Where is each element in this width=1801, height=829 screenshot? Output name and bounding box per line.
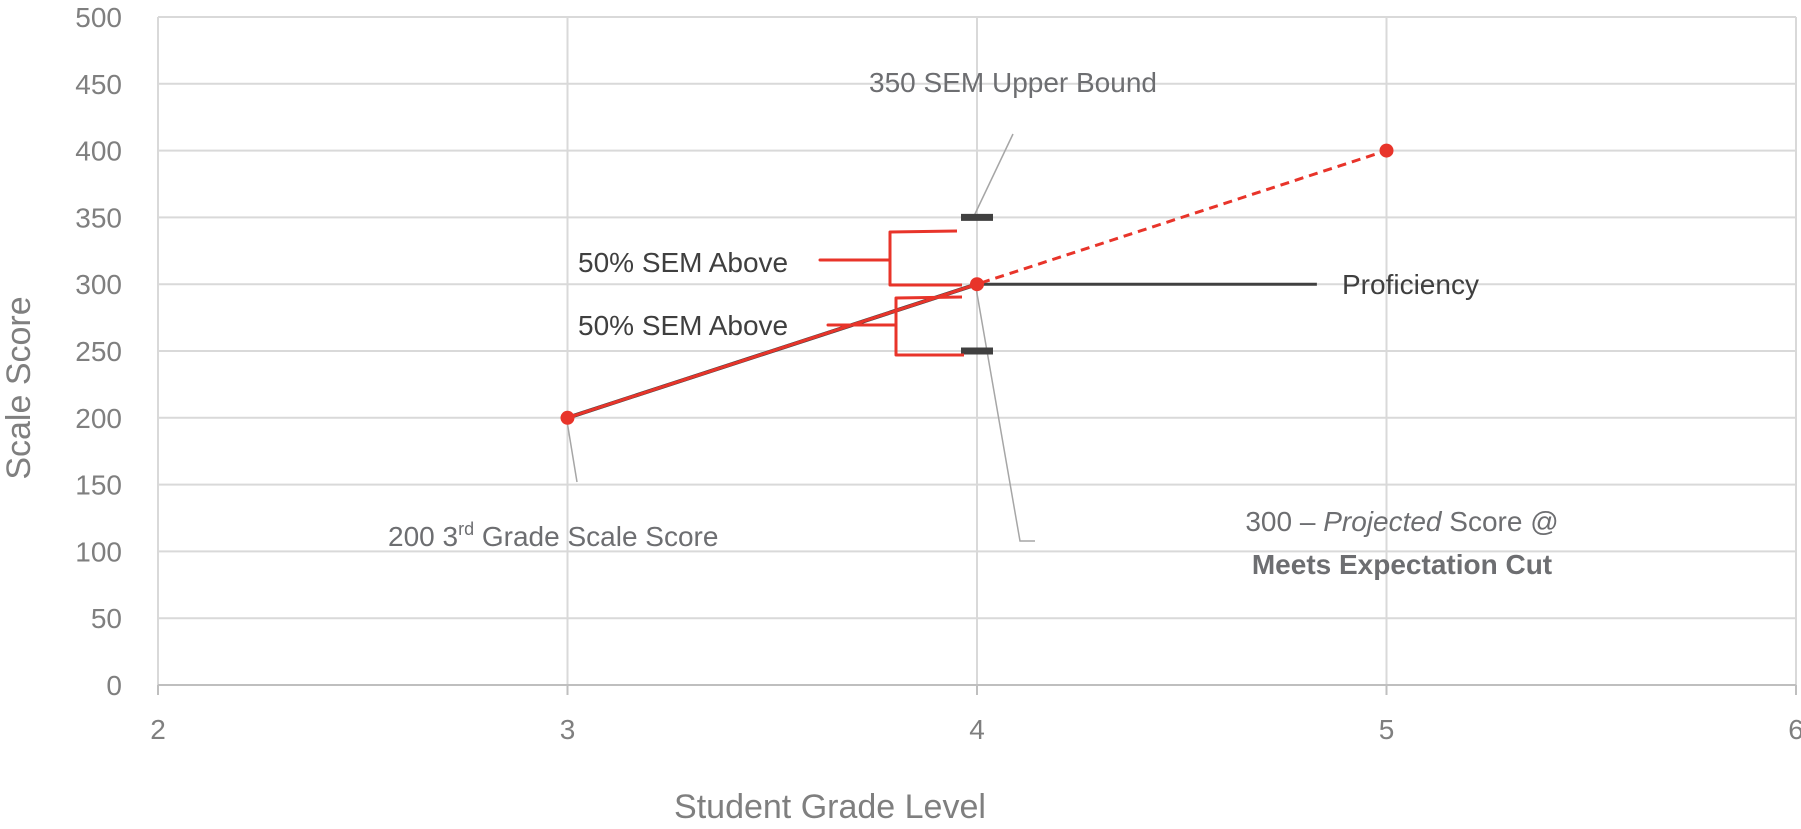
x-tick-label: 3 [560,714,576,745]
x-tick-label: 2 [150,714,166,745]
series-line-2 [567,149,1387,420]
projected-label-line1: 300 – Projected Score @ [1245,506,1558,537]
y-tick-label: 400 [75,136,122,167]
x-tick-label: 6 [1788,714,1801,745]
y-tick-label: 300 [75,269,122,300]
y-tick-label: 100 [75,536,122,567]
x-axis-title: Student Grade Level [674,788,986,826]
tick-layer: 0 50 100 150 200 250 300 350 400 450 500 2 3 4 5 6 [75,2,1801,745]
y-tick-label: 500 [75,2,122,33]
third-grade-label: 200 3rd Grade Scale Score [388,519,718,552]
y-tick-label: 450 [75,69,122,100]
y-tick-label: 200 [75,403,122,434]
data-point [560,410,575,425]
y-tick-label: 150 [75,470,122,501]
upper-sem-brace [818,229,962,287]
x-tick-label: 4 [969,714,985,745]
projected-emphasis: Projected [1323,506,1443,537]
projected-leader [974,281,1035,542]
projected-suffix: Score @ [1442,506,1559,537]
upper-bound-leader [973,133,1014,217]
proficiency-label: Proficiency [1342,269,1479,300]
lower-sem-brace [826,295,964,357]
projected-label-line2: Meets Expectation Cut [1252,549,1552,580]
sem-above-label-2: 50% SEM Above [578,310,788,341]
third-grade-prefix: 200 3 [388,521,458,552]
y-tick-label: 250 [75,336,122,367]
upper-bound-label: 350 SEM Upper Bound [869,67,1157,98]
sem-above-label-1: 50% SEM Above [578,247,788,278]
data-point [1379,143,1394,158]
third-grade-suffix: Grade Scale Score [474,521,718,552]
axis-layer [157,684,1797,695]
sem-braces [818,229,964,357]
point-layer [560,143,1394,425]
data-point [970,277,984,292]
y-tick-label: 350 [75,202,122,233]
sem-bound-layer [961,213,993,355]
y-axis-title: Scale Score [0,296,38,479]
y-tick-label: 50 [91,603,122,634]
y-tick-label: 0 [106,670,122,701]
third-grade-leader [565,414,578,483]
series-layer [566,149,1387,420]
third-grade-sup: rd [458,519,474,539]
leader-lines [565,133,1035,542]
projected-prefix: 300 – [1245,506,1323,537]
x-tick-label: 5 [1379,714,1395,745]
